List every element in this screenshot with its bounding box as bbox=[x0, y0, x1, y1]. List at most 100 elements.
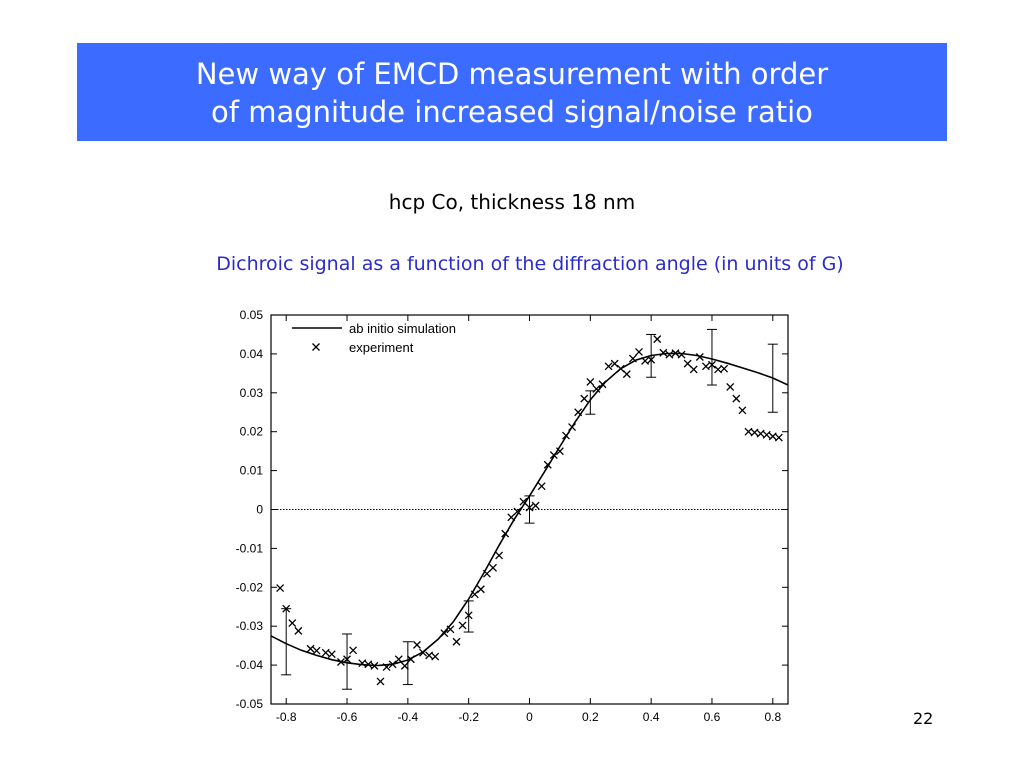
marker-stroke-b bbox=[708, 360, 716, 369]
experiment-point bbox=[592, 384, 601, 393]
title-banner: New way of EMCD measurement with order o… bbox=[77, 43, 947, 141]
error-bar bbox=[585, 390, 596, 415]
marker-stroke-b bbox=[768, 432, 777, 441]
chart-caption: Dichroic signal as a function of the dif… bbox=[216, 253, 844, 275]
marker-stroke-b bbox=[349, 646, 358, 655]
marker-stroke-b bbox=[665, 350, 674, 359]
experiment-point bbox=[464, 611, 473, 620]
experiment-point bbox=[677, 350, 686, 359]
marker-stroke-b bbox=[574, 408, 583, 417]
legend-label-experiment: experiment bbox=[349, 340, 414, 355]
experiment-point bbox=[586, 377, 595, 386]
marker-stroke-b bbox=[555, 447, 564, 456]
experiment-point bbox=[531, 501, 540, 510]
marker-stroke-b bbox=[343, 655, 351, 664]
marker-stroke-b bbox=[358, 659, 367, 668]
experiment-point bbox=[501, 529, 510, 538]
experiment-point bbox=[708, 360, 716, 369]
experiment-point bbox=[610, 359, 619, 368]
experiment-point bbox=[376, 677, 385, 686]
experiment-point bbox=[349, 646, 358, 655]
marker-stroke-b bbox=[382, 663, 391, 672]
experiment-point bbox=[720, 364, 729, 373]
x-tick-label: 0.6 bbox=[704, 710, 721, 724]
y-tick-label: 0.02 bbox=[240, 425, 264, 439]
experiment-point bbox=[689, 365, 698, 374]
marker-stroke-b bbox=[406, 655, 415, 664]
marker-stroke-b bbox=[419, 648, 428, 657]
y-tick-label: -0.02 bbox=[236, 580, 264, 594]
marker-stroke-b bbox=[635, 347, 643, 356]
marker-stroke-b bbox=[586, 377, 595, 386]
experiment-point bbox=[555, 447, 564, 456]
marker-stroke-b bbox=[671, 349, 680, 358]
x-tick-label: 0.4 bbox=[643, 710, 660, 724]
marker-stroke-b bbox=[562, 431, 570, 440]
marker-stroke-b bbox=[489, 563, 497, 572]
y-tick-label: -0.04 bbox=[236, 658, 264, 672]
error-bar bbox=[767, 343, 778, 413]
experiment-point bbox=[726, 383, 735, 391]
marker-stroke-b bbox=[720, 364, 729, 373]
experiment-point bbox=[419, 648, 428, 657]
marker-stroke-b bbox=[543, 460, 552, 469]
experiment-point bbox=[364, 660, 373, 669]
marker-stroke-b bbox=[592, 384, 601, 393]
marker-stroke-b bbox=[495, 551, 504, 560]
marker-stroke-b bbox=[537, 482, 546, 491]
error-bar bbox=[646, 333, 657, 378]
chart-plot-group: -0.8 -0.6 -0.4 -0.2 0 0.2 0.4 0.6 0.8 -0.05 -0.04 -… bbox=[236, 308, 789, 724]
experiment-point bbox=[476, 585, 485, 594]
experiment-point bbox=[327, 650, 336, 659]
experiment-point bbox=[513, 507, 522, 516]
marker-stroke-b bbox=[376, 677, 385, 686]
experiment-point bbox=[537, 482, 546, 491]
experiment-point bbox=[580, 394, 589, 403]
marker-stroke-b bbox=[276, 584, 285, 593]
experiment-point bbox=[598, 380, 607, 389]
experiment-point bbox=[549, 451, 558, 459]
experiment-point bbox=[756, 429, 765, 438]
marker-stroke-b bbox=[525, 503, 534, 512]
marker-stroke-b bbox=[482, 569, 491, 578]
marker-stroke-b bbox=[689, 365, 698, 374]
experiment-point bbox=[665, 350, 674, 359]
experiment-point bbox=[635, 347, 643, 356]
marker-stroke-b bbox=[458, 621, 467, 630]
marker-stroke-b bbox=[364, 660, 373, 669]
marker-stroke-b bbox=[616, 364, 625, 373]
marker-stroke-b bbox=[549, 451, 558, 459]
error-bar bbox=[463, 600, 474, 633]
marker-stroke-b bbox=[756, 429, 765, 438]
error-bar bbox=[342, 633, 353, 690]
experiment-point bbox=[768, 432, 777, 441]
experiment-point bbox=[276, 584, 285, 593]
experiment-point bbox=[343, 655, 351, 664]
experiment-point bbox=[562, 431, 570, 440]
marker-stroke-b bbox=[446, 625, 455, 634]
error-bar bbox=[524, 495, 535, 524]
marker-stroke-b bbox=[647, 355, 656, 364]
x-tick-label: -0.2 bbox=[458, 710, 479, 724]
chart-legend: ab initio simulation experiment bbox=[292, 321, 456, 355]
experiment-point bbox=[519, 497, 528, 506]
marker-stroke-b bbox=[513, 507, 522, 516]
experiment-point bbox=[604, 362, 613, 371]
page-number: 22 bbox=[913, 709, 934, 728]
experiment-point bbox=[659, 348, 668, 357]
experiment-point bbox=[321, 648, 330, 657]
experiment-point bbox=[695, 353, 704, 361]
marker-stroke-b bbox=[519, 497, 528, 506]
marker-stroke-b bbox=[464, 611, 473, 620]
y-tick-label: -0.01 bbox=[236, 541, 264, 555]
y-tick-label: 0.05 bbox=[240, 308, 264, 322]
experiment-point bbox=[440, 629, 449, 638]
experiment-point bbox=[750, 428, 759, 437]
x-tick-label: 0 bbox=[526, 710, 533, 724]
marker-stroke-b bbox=[294, 626, 303, 635]
marker-stroke-b bbox=[400, 661, 409, 670]
marker-stroke-b bbox=[413, 640, 421, 649]
experiment-point bbox=[400, 661, 409, 670]
y-tick-label: -0.05 bbox=[236, 697, 264, 711]
marker-stroke-b bbox=[568, 423, 577, 431]
